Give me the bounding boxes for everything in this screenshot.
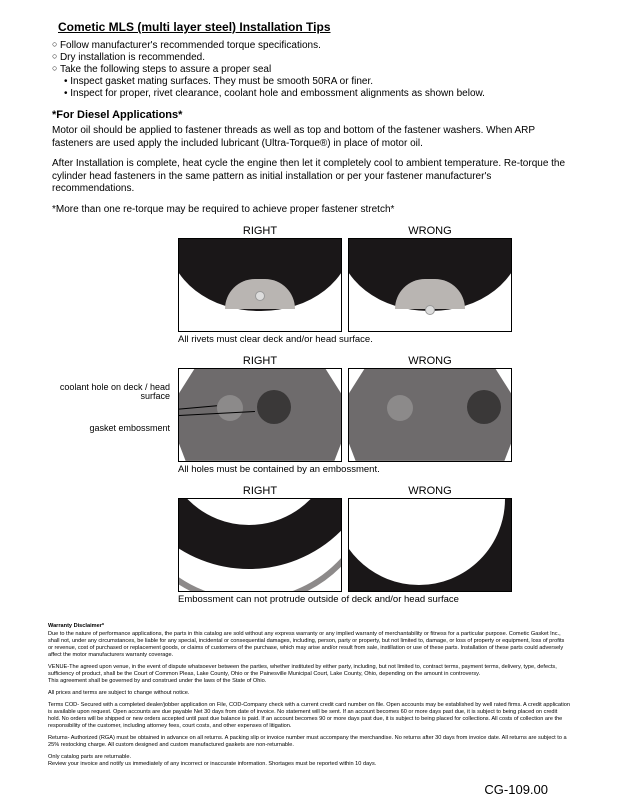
- page-title: Cometic MLS (multi layer steel) Installa…: [58, 20, 570, 34]
- disclaimer-p5: Returns- Authorized (RGA) must be obtain…: [48, 735, 570, 749]
- bullet-3: Take the following steps to assure a pro…: [52, 64, 570, 75]
- page-footer: CG-109.00: [48, 782, 570, 797]
- disclaimer-p6: Only catalog parts are returnable.Review…: [48, 754, 570, 768]
- diesel-p1: Motor oil should be applied to fastener …: [52, 125, 566, 150]
- bullet-2: Dry installation is recommended.: [52, 52, 570, 63]
- label-wrong-2: WRONG: [348, 355, 512, 367]
- label-coolant: coolant hole on deck / head surface: [48, 383, 170, 403]
- diesel-heading: *For Diesel Applications*: [52, 109, 570, 121]
- figure-rivet-right: [178, 238, 342, 332]
- cell-wrong-1: WRONG: [348, 225, 512, 332]
- subbullet-1: Inspect gasket mating surfaces. They mus…: [64, 76, 570, 87]
- label-wrong-3: WRONG: [348, 485, 512, 497]
- caption-2: All holes must be contained by an emboss…: [178, 464, 512, 475]
- disclaimer-p2: VENUE-The agreed upon venue, in the even…: [48, 664, 570, 685]
- diagrams: RIGHT WRONG All rivets must clear deck a…: [48, 225, 570, 611]
- figure-emboss-wrong: [348, 498, 512, 592]
- disclaimer-p3: All prices and terms are subject to chan…: [48, 690, 570, 697]
- cell-right-2: RIGHT: [178, 355, 342, 462]
- row-2: coolant hole on deck / head surface gask…: [48, 355, 570, 481]
- cell-right-1: RIGHT: [178, 225, 342, 332]
- cell-right-3: RIGHT: [178, 485, 342, 592]
- cell-wrong-2: WRONG: [348, 355, 512, 462]
- caption-3: Embossment can not protrude outside of d…: [178, 594, 512, 605]
- row-3: RIGHT WRONG Embossment can not protrude …: [48, 485, 570, 611]
- figure-hole-right: [178, 368, 342, 462]
- retorque-note: *More than one re-torque may be required…: [52, 204, 566, 215]
- label-wrong: WRONG: [348, 225, 512, 237]
- bullet-1: Follow manufacturer's recommended torque…: [52, 40, 570, 51]
- figure-rivet-wrong: [348, 238, 512, 332]
- bullet-list: Follow manufacturer's recommended torque…: [52, 40, 570, 99]
- label-right-2: RIGHT: [178, 355, 342, 367]
- row-1: RIGHT WRONG All rivets must clear deck a…: [48, 225, 570, 351]
- warranty-disclaimer: Warranty Disclaimer* Due to the nature o…: [48, 623, 570, 769]
- label-right: RIGHT: [178, 225, 342, 237]
- label-gasket: gasket embossment: [48, 424, 170, 434]
- figure-emboss-right: [178, 498, 342, 592]
- cell-wrong-3: WRONG: [348, 485, 512, 592]
- disclaimer-p4: Terms COD- Secured with a completed deal…: [48, 702, 570, 730]
- diesel-p2: After Installation is complete, heat cyc…: [52, 158, 566, 196]
- subbullet-2: Inspect for proper, rivet clearance, coo…: [64, 88, 570, 99]
- disclaimer-p1: Due to the nature of performance applica…: [48, 631, 570, 659]
- label-right-3: RIGHT: [178, 485, 342, 497]
- disclaimer-heading: Warranty Disclaimer*: [48, 623, 570, 630]
- figure-hole-wrong: [348, 368, 512, 462]
- caption-1: All rivets must clear deck and/or head s…: [178, 334, 512, 345]
